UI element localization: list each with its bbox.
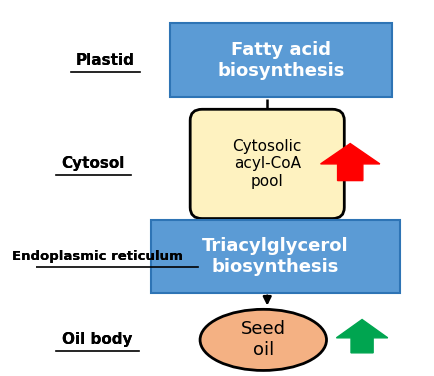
Text: Seed
oil: Seed oil: [241, 320, 286, 359]
Text: Endoplasmic reticulum: Endoplasmic reticulum: [12, 250, 183, 263]
Text: Fatty acid
biosynthesis: Fatty acid biosynthesis: [217, 41, 345, 80]
Text: Cytosol: Cytosol: [62, 156, 125, 171]
Ellipse shape: [200, 309, 326, 370]
FancyBboxPatch shape: [171, 23, 392, 97]
Text: Plastid: Plastid: [76, 53, 135, 68]
Text: Cytosolic
acyl-CoA
pool: Cytosolic acyl-CoA pool: [233, 139, 302, 189]
Text: Plastid: Plastid: [76, 53, 135, 68]
FancyBboxPatch shape: [190, 109, 344, 218]
Text: Endoplasmic reticulum: Endoplasmic reticulum: [12, 250, 183, 263]
Text: Oil body: Oil body: [62, 332, 132, 347]
Polygon shape: [321, 144, 380, 180]
Text: Triacylglycerol
biosynthesis: Triacylglycerol biosynthesis: [202, 237, 349, 276]
FancyBboxPatch shape: [151, 220, 400, 293]
Polygon shape: [336, 320, 388, 353]
Text: Cytosol: Cytosol: [62, 156, 125, 171]
Text: Oil body: Oil body: [62, 332, 132, 347]
